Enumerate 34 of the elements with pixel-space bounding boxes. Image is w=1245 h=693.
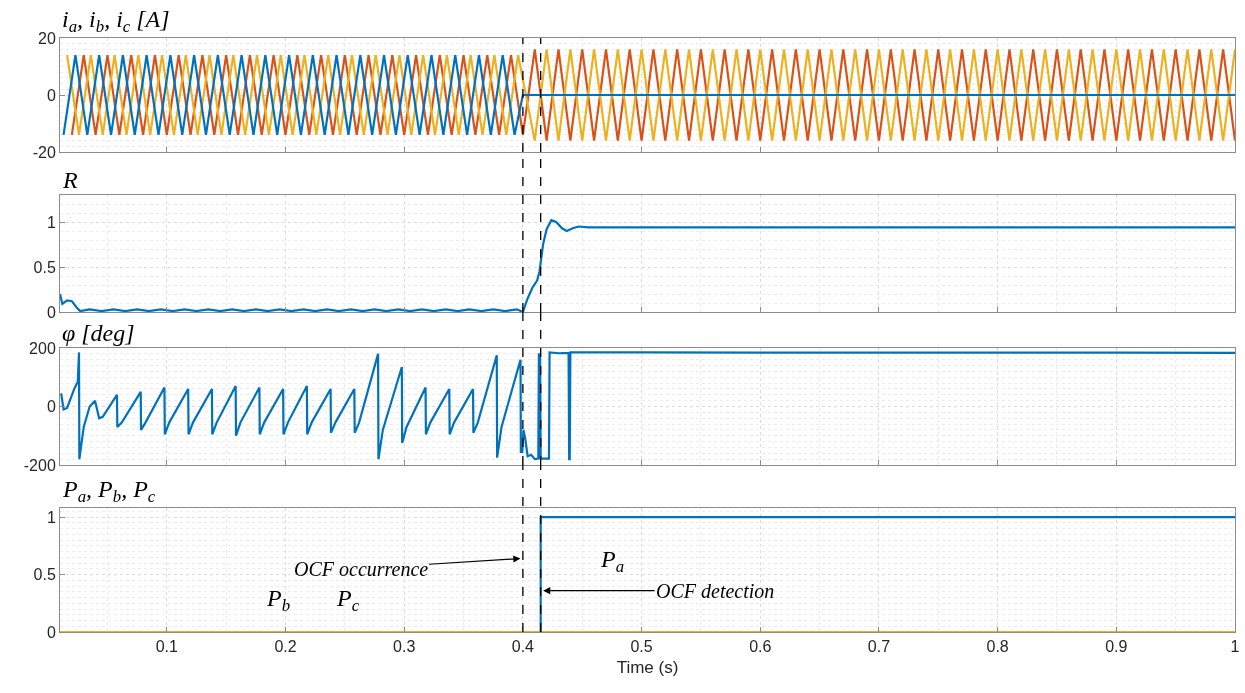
x-tick-label: 0.1: [155, 638, 179, 656]
chart-title: φ [deg]: [62, 320, 135, 346]
y-tick-label: 0: [46, 398, 56, 416]
annotation: P$_{b}$: [266, 585, 291, 616]
line-series: [60, 219, 1235, 312]
chart-title: i$_{a}$, i$_{b}$, i$_{c}$ [A]: [62, 6, 170, 37]
y-tick-label: 200: [29, 339, 56, 357]
x-tick-label: 0.2: [274, 638, 297, 656]
x-axis-title: Time (s): [616, 657, 679, 677]
x-tick-label: 0.3: [393, 638, 416, 656]
x-tick-label: 0.9: [1105, 638, 1128, 656]
annotation: P$_{c}$: [336, 585, 360, 616]
y-tick-label: 0: [46, 303, 56, 321]
y-tick-label: 20: [38, 29, 56, 47]
y-tick-label: 0.5: [33, 566, 56, 584]
x-tick-label: 0.5: [630, 638, 653, 656]
x-tick-label: 0.4: [511, 638, 535, 656]
line-series: [60, 351, 1235, 461]
x-tick-label: 0.6: [749, 638, 772, 656]
y-tick-label: 1: [46, 508, 56, 526]
y-tick-label: -20: [32, 143, 56, 161]
annotation: OCF occurrence: [294, 558, 429, 580]
chart-title: R: [62, 167, 78, 193]
y-tick-label: 0: [46, 86, 56, 104]
y-tick-label: 0.5: [33, 258, 56, 276]
x-tick-label: 1: [1230, 638, 1240, 656]
chart-title: P$_{a}$, P$_{b}$, P$_{c}$: [62, 476, 156, 507]
y-tick-label: -200: [23, 456, 56, 474]
annotation: OCF detection: [656, 580, 775, 602]
y-tick-label: 0: [46, 623, 56, 641]
annotation: P$_{a}$: [600, 546, 625, 577]
x-tick-label: 0.8: [986, 638, 1009, 656]
x-tick-label: 0.7: [867, 638, 891, 656]
y-tick-label: 1: [46, 213, 56, 231]
